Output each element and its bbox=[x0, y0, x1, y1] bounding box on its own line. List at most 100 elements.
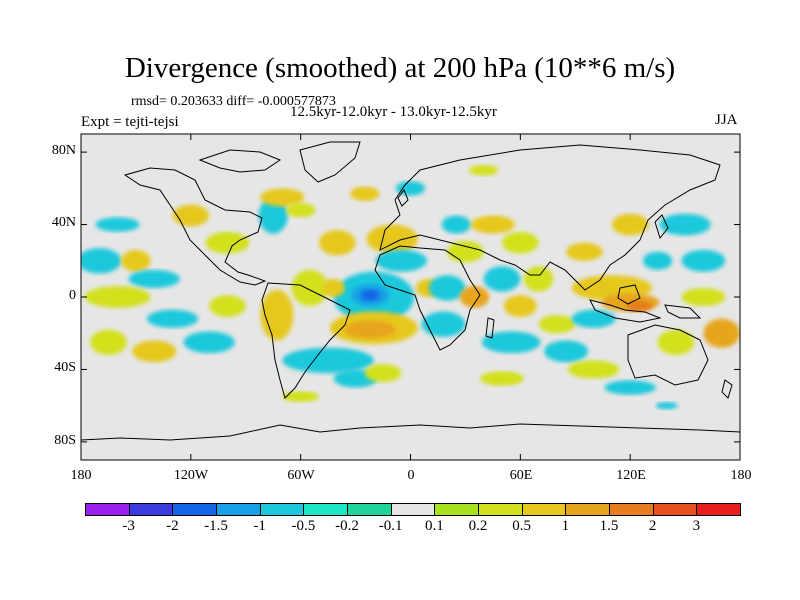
divergence-anomaly-7 bbox=[318, 229, 356, 256]
colorbar-swatch bbox=[347, 503, 392, 516]
divergence-anomaly-48 bbox=[611, 213, 649, 236]
divergence-anomaly-38 bbox=[503, 295, 537, 317]
divergence-anomaly-25 bbox=[90, 329, 127, 355]
divergence-anomaly-17 bbox=[260, 188, 305, 207]
divergence-anomaly-16 bbox=[258, 197, 288, 234]
divergence-anomaly-4 bbox=[344, 320, 396, 339]
colorbar-label: -1.5 bbox=[204, 518, 228, 534]
divergence-anomaly-23 bbox=[84, 286, 151, 308]
coast-new-guinea bbox=[664, 304, 702, 319]
colorbar-label: -1 bbox=[253, 518, 266, 534]
divergence-anomaly-58 bbox=[567, 360, 620, 379]
colorbar-label: 1.5 bbox=[599, 518, 619, 534]
divergence-anomaly-40 bbox=[523, 266, 554, 292]
divergence-anomaly-60 bbox=[480, 371, 524, 386]
colorbar-swatch bbox=[172, 503, 217, 516]
divergence-anomaly-42 bbox=[544, 340, 589, 363]
colorbar-label: -0.5 bbox=[291, 518, 316, 534]
lat-label-40s: 40S bbox=[54, 360, 76, 375]
colorbar-swatch bbox=[609, 503, 654, 516]
colorbar-label: -0.1 bbox=[378, 518, 403, 534]
rmsd-diff-label: rmsd= 0.203633 diff= -0.000577873 bbox=[131, 94, 336, 109]
period-label: 12.5kyr-12.0kyr - 13.0kyr-12.5kyr bbox=[290, 104, 497, 120]
divergence-anomaly-11 bbox=[282, 347, 374, 374]
coast-borneo bbox=[617, 284, 641, 305]
divergence-anomaly-35 bbox=[483, 266, 521, 292]
divergence-anomaly-21 bbox=[121, 249, 151, 272]
divergence-anomaly-62 bbox=[655, 402, 678, 410]
coast-madagascar bbox=[485, 317, 495, 339]
divergence-anomaly-39 bbox=[481, 331, 541, 354]
divergence-anomaly-55 bbox=[395, 181, 426, 196]
divergence-field bbox=[81, 164, 740, 410]
season-label: JJA bbox=[715, 112, 738, 128]
colorbar-swatch bbox=[696, 503, 741, 516]
divergence-anomaly-46 bbox=[626, 300, 653, 312]
colorbar-swatch bbox=[434, 503, 479, 516]
colorbar-label: -3 bbox=[122, 518, 135, 534]
divergence-anomaly-33 bbox=[447, 240, 484, 263]
divergence-anomaly-51 bbox=[681, 249, 726, 272]
divergence-anomaly-53 bbox=[703, 318, 740, 348]
coast-japan bbox=[654, 214, 669, 240]
colorbar-swatch bbox=[128, 503, 174, 516]
divergence-anomaly-50 bbox=[659, 213, 711, 236]
colorbar-swatch bbox=[259, 503, 305, 516]
divergence-anomaly-54 bbox=[681, 287, 726, 307]
lat-label-40n: 40N bbox=[51, 215, 76, 230]
colorbar-swatch bbox=[303, 503, 348, 516]
coastlines bbox=[81, 141, 740, 441]
divergence-anomaly-31 bbox=[421, 311, 466, 337]
colorbar-label: 0.5 bbox=[512, 518, 532, 534]
divergence-anomaly-41 bbox=[538, 315, 576, 334]
divergence-anomaly-34 bbox=[441, 215, 471, 234]
colorbar-swatch bbox=[216, 503, 261, 516]
divergence-anomaly-61 bbox=[282, 391, 319, 403]
divergence-anomaly-47 bbox=[571, 309, 616, 328]
lat-label-80s: 80S bbox=[54, 433, 76, 448]
lon-label-120e: 120E bbox=[616, 468, 646, 483]
lon-label-180e: 180 bbox=[730, 468, 752, 483]
colorbar-label: 3 bbox=[692, 518, 701, 534]
colorbar-label: -2 bbox=[166, 518, 179, 534]
divergence-anomaly-27 bbox=[183, 331, 235, 354]
colorbar-swatch bbox=[521, 503, 567, 516]
divergence-anomaly-19 bbox=[81, 248, 122, 274]
plot-title: Divergence (smoothed) at 200 hPa (10**6 … bbox=[124, 52, 676, 84]
colorbar-label: 0.1 bbox=[424, 518, 444, 534]
colorbar-label: -0.2 bbox=[335, 518, 359, 534]
divergence-anomaly-10 bbox=[260, 289, 294, 341]
divergence-anomaly-9 bbox=[322, 278, 345, 298]
divergence-anomaly-49 bbox=[642, 251, 673, 270]
colorbar-swatch bbox=[565, 503, 610, 516]
coast-north-america bbox=[123, 167, 267, 286]
coast-greenland bbox=[299, 141, 361, 183]
lon-label-120w: 120W bbox=[173, 468, 209, 483]
divergence-anomaly-52 bbox=[657, 329, 695, 355]
coast-australia bbox=[627, 324, 709, 386]
colorbar-label: 2 bbox=[648, 518, 657, 534]
coast-africa bbox=[374, 245, 481, 351]
divergence-anomaly-14 bbox=[205, 231, 250, 254]
colorbar-swatch bbox=[390, 503, 436, 516]
axis-ticks bbox=[80, 134, 741, 460]
divergence-anomaly-2 bbox=[361, 289, 380, 301]
lat-label-80n: 80N bbox=[51, 143, 76, 158]
coast-uk bbox=[397, 188, 409, 207]
divergence-anomaly-30 bbox=[428, 275, 466, 301]
colorbar-swatch bbox=[652, 503, 698, 516]
divergence-anomaly-6 bbox=[375, 249, 427, 272]
experiment-label: Expt = tejti-tejsi bbox=[81, 114, 179, 130]
divergence-anomaly-22 bbox=[128, 269, 180, 288]
divergence-anomaly-28 bbox=[209, 295, 246, 317]
divergence-anomaly-18 bbox=[286, 202, 316, 218]
colorbar-label: 0.2 bbox=[468, 518, 488, 534]
divergence-anomaly-8 bbox=[291, 269, 329, 307]
divergence-anomaly-56 bbox=[469, 164, 499, 176]
divergence-anomaly-26 bbox=[132, 340, 177, 363]
lon-label-180w: 180 bbox=[70, 468, 92, 483]
divergence-anomaly-15 bbox=[172, 204, 210, 227]
lon-label-0: 0 bbox=[407, 468, 415, 483]
divergence-anomaly-37 bbox=[502, 231, 539, 254]
